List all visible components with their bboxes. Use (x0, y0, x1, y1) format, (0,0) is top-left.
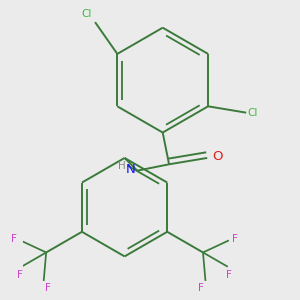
Text: Cl: Cl (82, 9, 92, 19)
Text: F: F (198, 283, 204, 292)
Text: H: H (118, 161, 126, 171)
Text: F: F (11, 234, 17, 244)
Text: F: F (226, 270, 232, 280)
Text: Cl: Cl (248, 108, 258, 118)
Text: F: F (232, 234, 238, 244)
Text: F: F (17, 270, 23, 280)
Text: F: F (45, 283, 51, 292)
Text: O: O (212, 150, 222, 163)
Text: N: N (126, 163, 136, 176)
